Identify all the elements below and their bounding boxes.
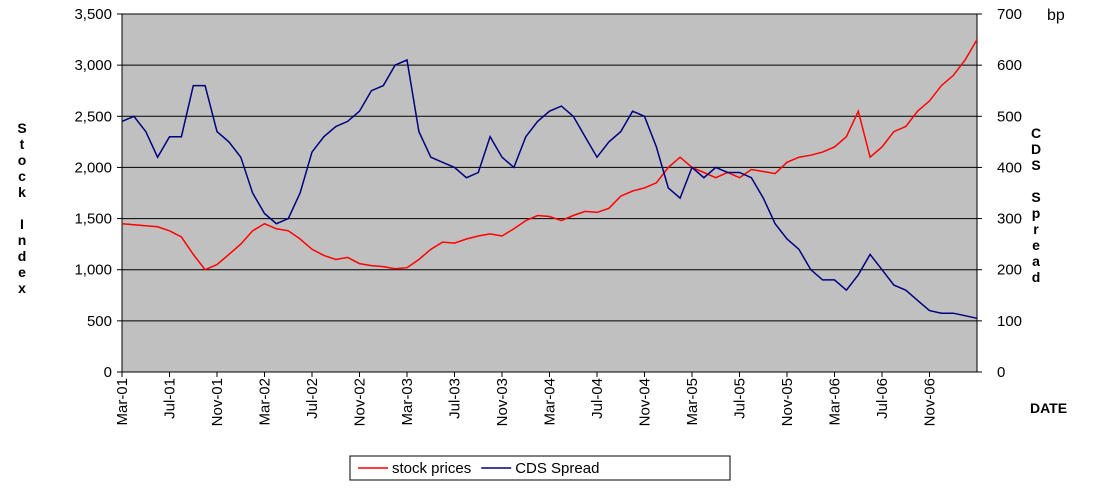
x-tick-label: Nov-01 [209, 378, 226, 426]
y-tick-label: 500 [87, 313, 112, 330]
x-tick-label: Mar-02 [257, 378, 274, 426]
y-tick-label: 3,500 [74, 6, 112, 23]
y2-axis-label: CDS Spread [1028, 125, 1044, 285]
x-tick-label: Jul-06 [874, 378, 891, 419]
x-tick-label: Nov-02 [352, 378, 369, 426]
x-tick-label: Jul-02 [304, 378, 321, 419]
y-tick-label: 0 [104, 364, 112, 381]
legend-box [349, 455, 731, 481]
x-tick-label: Mar-04 [542, 378, 559, 426]
x-tick-label: Jul-05 [732, 378, 749, 419]
legend-label: stock prices [392, 460, 471, 477]
y2-tick-label: 500 [997, 108, 1022, 125]
x-tick-label: Jul-01 [162, 378, 179, 419]
legend-label: CDS Spread [515, 460, 599, 477]
x-tick-label: Mar-01 [114, 378, 131, 426]
x-tick-label: Nov-04 [637, 378, 654, 426]
series-line [121, 39, 978, 271]
y-tick-label: 3,000 [74, 57, 112, 74]
x-axis-label: DATE [1030, 400, 1067, 416]
y2-tick-label: 400 [997, 159, 1022, 176]
y2-tick-label: 0 [997, 364, 1005, 381]
x-tick-label: Nov-05 [779, 378, 796, 426]
y-axis-label: Stock Index [14, 120, 30, 296]
y2-tick-label: 300 [997, 211, 1022, 228]
y2-tick-label: 600 [997, 57, 1022, 74]
x-tick-label: Nov-03 [494, 378, 511, 426]
x-tick-label: Jul-04 [589, 378, 606, 419]
y2-tick-label: 700 [997, 6, 1022, 23]
y-tick-label: 2,500 [74, 108, 112, 125]
y-tick-label: 1,000 [74, 262, 112, 279]
legend: stock prices CDS Spread [349, 455, 731, 481]
y2-unit: bp [1047, 7, 1065, 24]
y-tick-label: 1,500 [74, 211, 112, 228]
x-tick-label: Mar-06 [827, 378, 844, 426]
y-tick-label: 2,000 [74, 159, 112, 176]
x-tick-label: Mar-05 [684, 378, 701, 426]
y2-tick-label: 200 [997, 262, 1022, 279]
y2-tick-label: 100 [997, 313, 1022, 330]
series-line [121, 58, 978, 320]
plot-area [122, 14, 977, 372]
x-tick-label: Nov-06 [922, 378, 939, 426]
x-tick-label: Mar-03 [399, 378, 416, 426]
x-tick-label: Jul-03 [447, 378, 464, 419]
